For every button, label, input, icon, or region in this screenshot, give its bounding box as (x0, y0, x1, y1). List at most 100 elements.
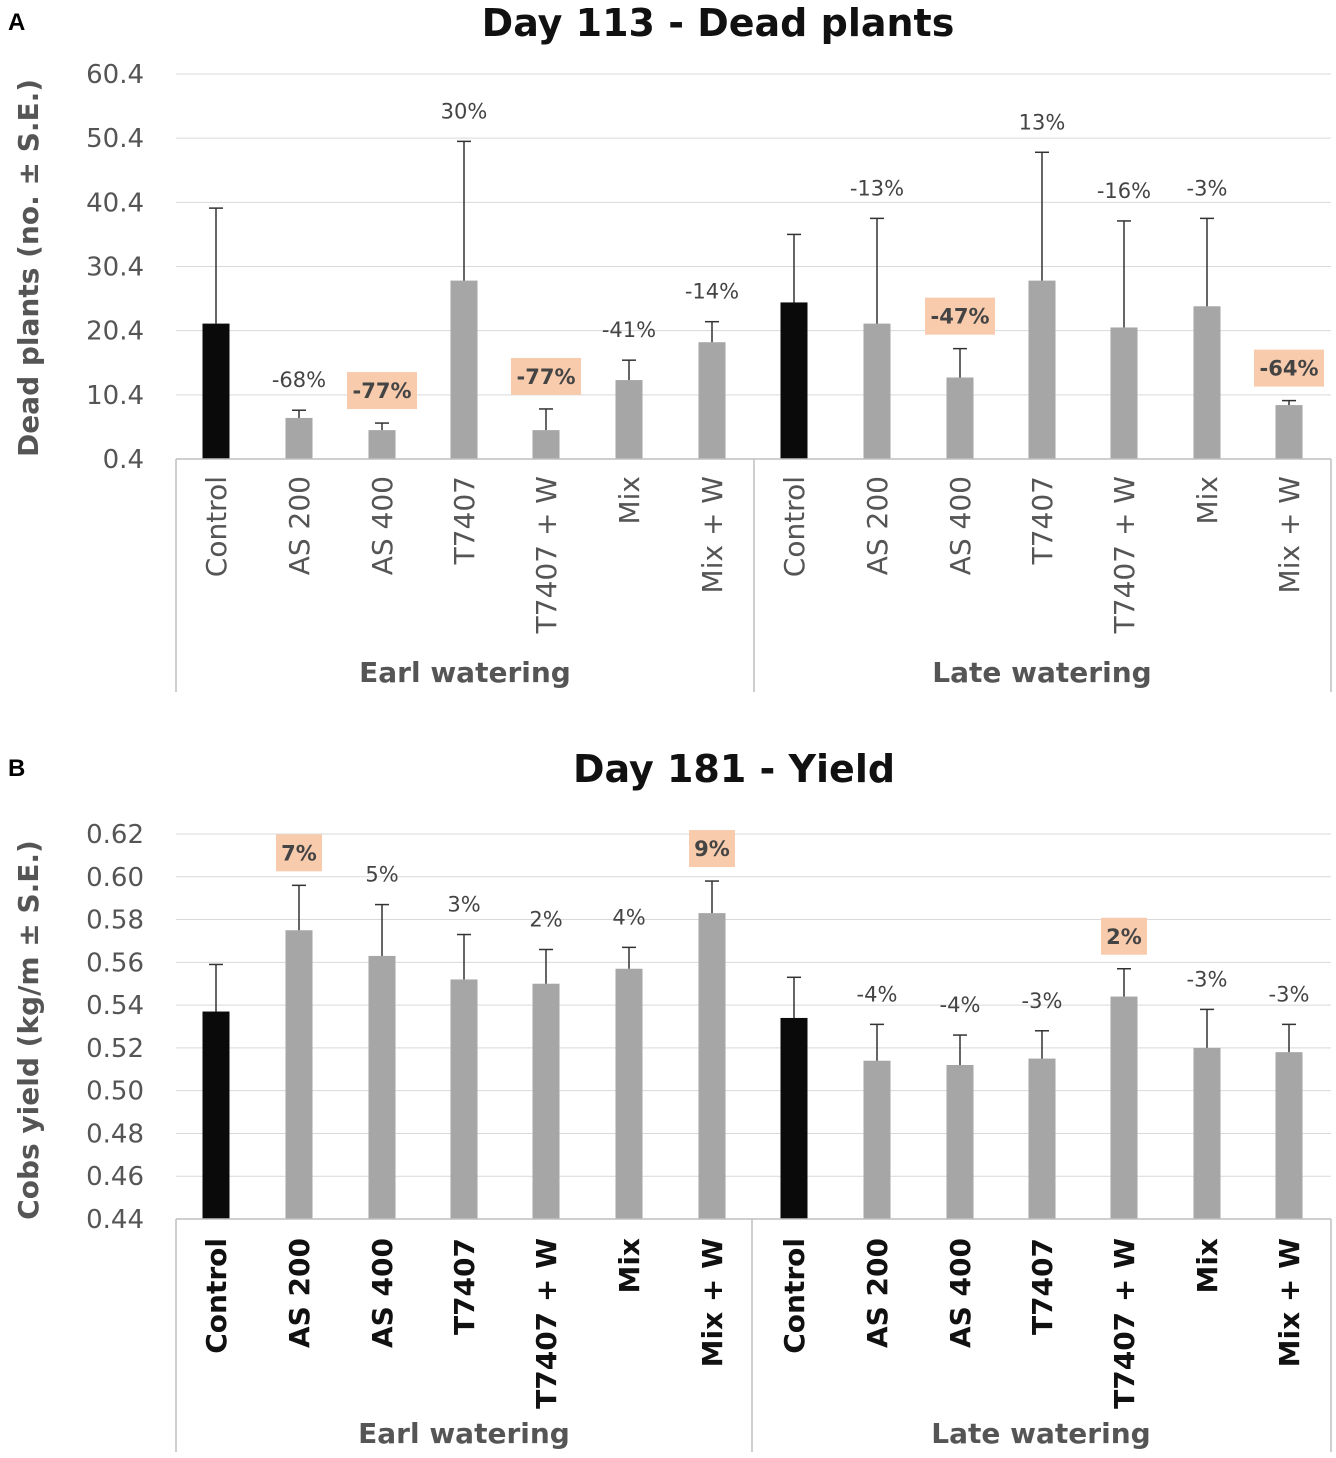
bar (863, 323, 891, 459)
bar (863, 1060, 891, 1219)
x-tick-label: Mix + W (1273, 1238, 1306, 1367)
data-label: -64% (1260, 357, 1319, 381)
panel-b-title: Day 181 - Yield (573, 747, 895, 791)
bar (202, 323, 230, 459)
bar (698, 342, 726, 459)
data-label: -47% (931, 305, 990, 329)
y-tick-label: 0.52 (86, 1034, 144, 1064)
data-label: -4% (940, 993, 981, 1017)
x-tick-label: Mix (1191, 1238, 1224, 1294)
data-label: -77% (517, 365, 576, 389)
panel-a-y-axis-label: Dead plants (no. ± S.E.) (12, 79, 45, 457)
bar (368, 430, 396, 459)
bar (946, 1065, 974, 1219)
bar (946, 377, 974, 459)
x-tick-label: Mix (1191, 476, 1224, 525)
highlight-box (1254, 349, 1324, 387)
data-label: -16% (1097, 179, 1151, 203)
data-label: 9% (694, 837, 730, 861)
x-tick-label: AS 200 (283, 1238, 316, 1348)
highlight-box (347, 372, 417, 410)
x-tick-label: Control (778, 476, 811, 577)
bar (1028, 280, 1056, 459)
x-tick-label: AS 200 (283, 476, 316, 575)
bar (202, 1011, 230, 1219)
y-tick-label: 40.4 (86, 188, 144, 218)
bar (1110, 996, 1138, 1219)
x-tick-label: T7407 + W (1108, 476, 1141, 634)
panel-a-title: Day 113 - Dead plants (482, 1, 955, 45)
x-tick-label: Mix + W (696, 1238, 729, 1367)
x-tick-label: T7407 + W (530, 476, 563, 634)
x-tick-label: AS 400 (366, 1238, 399, 1348)
x-tick-label: AS 400 (944, 476, 977, 575)
highlight-box (511, 357, 581, 395)
y-tick-label: 0.50 (86, 1077, 144, 1107)
data-label: 5% (365, 863, 398, 887)
x-tick-label: T7407 + W (530, 1238, 563, 1409)
bar (368, 955, 396, 1219)
x-tick-label: T7407 (1026, 476, 1059, 565)
data-label: 30% (441, 99, 488, 123)
x-tick-label: Control (200, 1238, 233, 1354)
bar (1275, 1052, 1303, 1219)
data-label: -77% (353, 379, 412, 403)
data-label: -3% (1187, 176, 1228, 200)
data-label: -3% (1187, 967, 1228, 991)
y-tick-label: 0.54 (86, 991, 144, 1021)
y-tick-label: 0.62 (86, 820, 144, 850)
data-label: -68% (272, 368, 326, 392)
y-tick-label: 30.4 (86, 253, 144, 283)
data-label: -13% (850, 176, 904, 200)
data-label: 4% (612, 905, 645, 929)
y-tick-label: 20.4 (86, 317, 144, 347)
x-tick-label: T7407 (448, 1238, 481, 1335)
x-tick-label: Mix + W (696, 476, 729, 593)
bar (532, 430, 560, 459)
bar (285, 930, 313, 1219)
x-tick-label: AS 400 (944, 1238, 977, 1348)
data-label: 7% (281, 841, 317, 865)
x-tick-label: AS 400 (366, 476, 399, 575)
bar (1275, 405, 1303, 459)
y-tick-label: 50.4 (86, 124, 144, 154)
bar (450, 280, 478, 459)
bar (285, 417, 313, 459)
group-label: Late watering (932, 656, 1151, 689)
y-tick-label: 0.48 (86, 1119, 144, 1149)
panel-b-chart: B Day 181 - Yield Cobs yield (kg/m ± S.E… (8, 747, 1332, 1452)
data-label: -14% (685, 280, 739, 304)
x-tick-label: AS 200 (861, 1238, 894, 1348)
data-label: -3% (1022, 989, 1063, 1013)
x-tick-label: Control (778, 1238, 811, 1354)
y-tick-label: 0.46 (86, 1162, 144, 1192)
bar (615, 968, 643, 1219)
x-tick-label: T7407 (448, 476, 481, 565)
data-label: 3% (447, 893, 480, 917)
y-tick-label: 0.60 (86, 863, 144, 893)
bar (450, 979, 478, 1219)
data-label: -4% (857, 982, 898, 1006)
panel-a-letter: A (8, 9, 25, 36)
data-label: 13% (1019, 110, 1066, 134)
bar (780, 302, 808, 459)
highlight-box (276, 834, 322, 872)
bar (1193, 1047, 1221, 1219)
highlight-box (689, 830, 735, 868)
group-label: Earl watering (359, 656, 571, 689)
x-tick-label: Control (200, 476, 233, 577)
y-tick-label: 0.56 (86, 948, 144, 978)
y-tick-label: 0.44 (86, 1205, 144, 1235)
panel-a-chart: A Day 113 - Dead plants Dead plants (no.… (8, 1, 1332, 692)
highlight-box (1101, 917, 1147, 955)
y-tick-label: 0.4 (103, 445, 144, 475)
y-tick-label: 60.4 (86, 60, 144, 90)
highlight-box (925, 297, 995, 335)
y-tick-label: 10.4 (86, 381, 144, 411)
bar (615, 380, 643, 459)
panel-b-y-axis-label: Cobs yield (kg/m ± S.E.) (12, 840, 45, 1220)
data-label: -41% (602, 318, 656, 342)
bar (698, 913, 726, 1219)
x-tick-label: T7407 (1026, 1238, 1059, 1335)
